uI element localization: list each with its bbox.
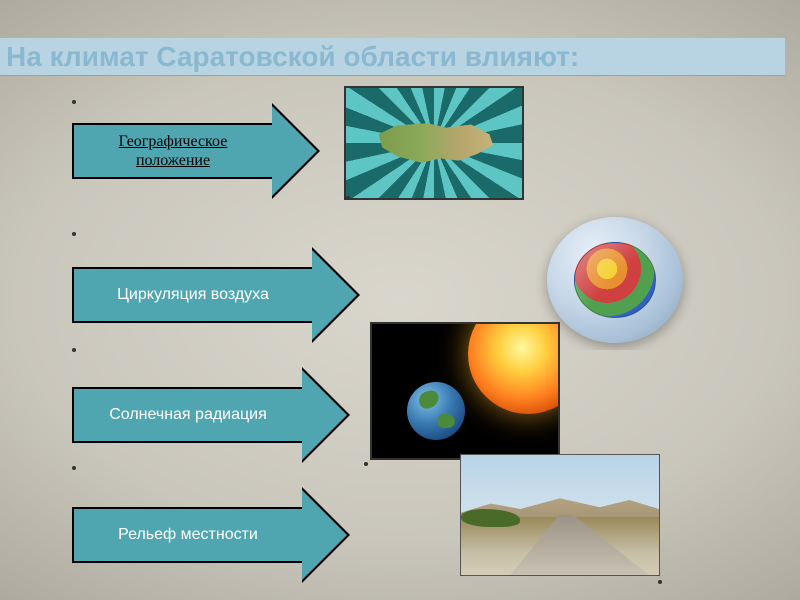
bullet-dot (346, 196, 350, 200)
bullet-dot (72, 100, 76, 104)
slide-title: На климат Саратовской области влияют: (6, 41, 579, 73)
image-region-map (344, 86, 524, 200)
arrow-label: Солнечная радиация (72, 387, 302, 443)
bullet-dot (72, 466, 76, 470)
bullet-dot (658, 580, 662, 584)
globe-inner-icon (574, 242, 656, 318)
arrow-air-circulation: Циркуляция воздуха (72, 250, 312, 340)
image-terrain (460, 454, 660, 576)
globe-outer-icon (547, 217, 683, 343)
arrow-label: Географическоеположение (72, 123, 272, 179)
arrow-label: Рельеф местности (72, 507, 302, 563)
arrow-terrain-relief: Рельеф местности (72, 490, 302, 580)
bullet-dot (72, 232, 76, 236)
arrow-solar-radiation: Солнечная радиация (72, 370, 302, 460)
arrow-label: Циркуляция воздуха (72, 267, 312, 323)
arrow-geographic-position: Географическоеположение (72, 106, 272, 196)
bullet-dot (72, 348, 76, 352)
bullet-dot (364, 462, 368, 466)
image-sun-earth (370, 322, 560, 460)
earth-icon (407, 382, 465, 440)
title-bar: На климат Саратовской области влияют: (0, 38, 785, 76)
